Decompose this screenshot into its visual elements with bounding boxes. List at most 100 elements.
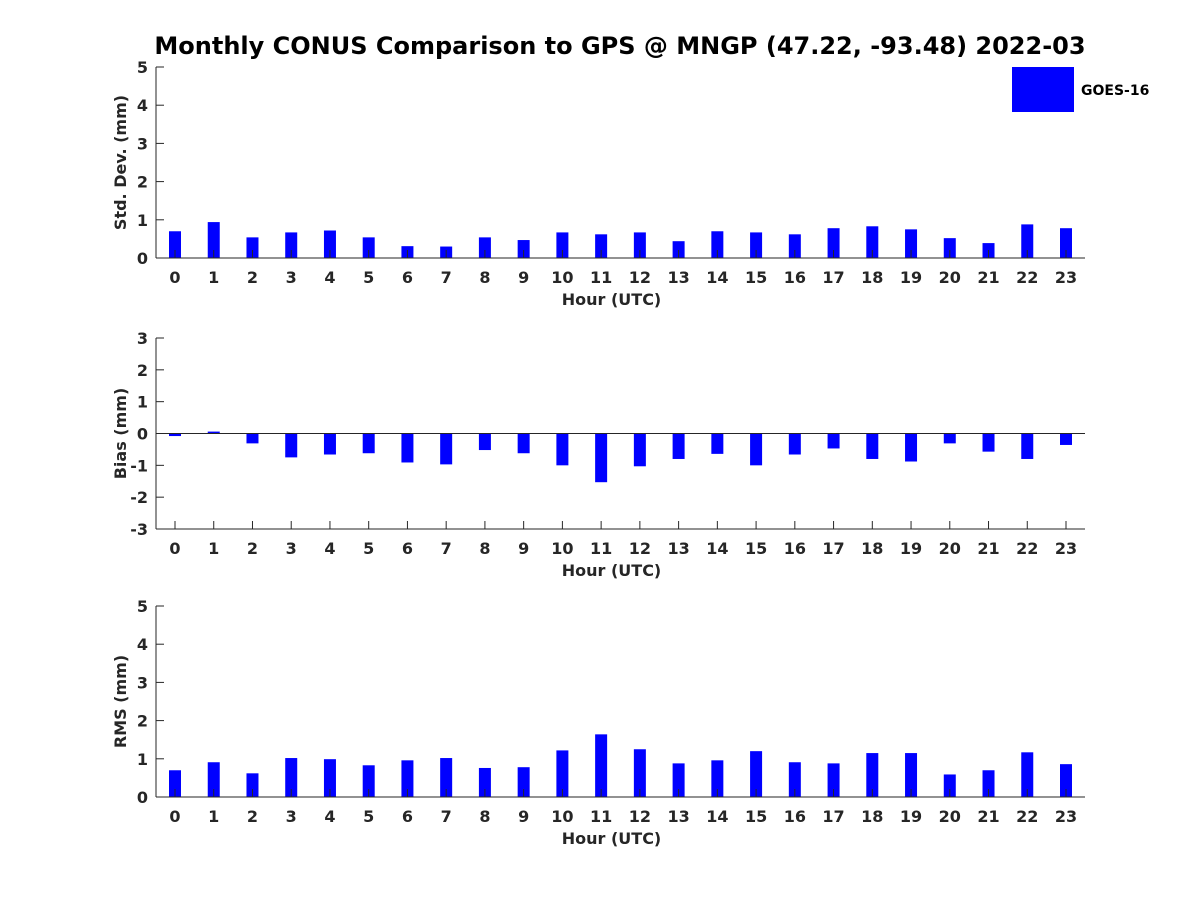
bar-panel3-hour-8: [478, 767, 491, 797]
y-tick-label: 3: [137, 134, 148, 153]
bar-panel3-hour-17: [827, 763, 840, 797]
y-tick-label: 5: [137, 58, 148, 77]
bar-panel3-hour-3: [285, 758, 298, 797]
x-tick-label: 16: [784, 268, 806, 287]
x-tick-label: 8: [479, 807, 490, 826]
bar-panel1-hour-8: [478, 237, 491, 258]
bar-panel2-hour-17: [827, 433, 840, 449]
x-tick-label: 22: [1016, 807, 1038, 826]
y-tick-label: 0: [137, 788, 148, 807]
x-tick-label: 15: [745, 539, 767, 558]
bar-panel1-hour-23: [1060, 228, 1072, 258]
bar-panel1-hour-3: [285, 232, 298, 258]
x-tick-label: 12: [629, 268, 651, 287]
x-tick-label: 13: [667, 539, 689, 558]
bar-panel3-hour-23: [1060, 764, 1072, 797]
x-tick-label: 17: [822, 539, 844, 558]
y-tick-label: 1: [137, 750, 148, 769]
bar-panel1-hour-14: [711, 231, 724, 258]
bar-panel2-hour-11: [595, 433, 608, 483]
x-tick-label: 12: [629, 539, 651, 558]
bar-panel2-hour-3: [285, 433, 298, 458]
x-tick-label: 10: [551, 807, 573, 826]
x-tick-label: 20: [939, 539, 961, 558]
bar-panel3-hour-16: [788, 762, 801, 797]
x-tick-label: 8: [479, 539, 490, 558]
y-axis-label: Std. Dev. (mm): [111, 95, 130, 230]
bar-panel1-hour-20: [943, 238, 956, 258]
bar-panel2-hour-15: [750, 433, 763, 466]
bar-panel2-hour-18: [866, 433, 879, 459]
x-tick-label: 9: [518, 539, 529, 558]
bar-panel2-hour-20: [943, 433, 956, 444]
bar-panel1-hour-16: [788, 234, 801, 258]
x-tick-label: 3: [286, 539, 297, 558]
x-tick-label: 16: [784, 807, 806, 826]
x-tick-label: 22: [1016, 539, 1038, 558]
legend-swatch-goes-16: [1012, 67, 1074, 112]
bar-panel3-hour-10: [556, 750, 569, 797]
bar-panel3-hour-21: [982, 770, 995, 797]
x-tick-label: 20: [939, 268, 961, 287]
x-tick-label: 22: [1016, 268, 1038, 287]
y-tick-label: -1: [130, 456, 148, 475]
x-tick-label: 3: [286, 268, 297, 287]
y-tick-label: 2: [137, 173, 148, 192]
bar-panel1-hour-15: [750, 232, 763, 258]
bar-panel3-hour-19: [905, 753, 918, 797]
x-tick-label: 5: [363, 539, 374, 558]
y-tick-label: 1: [137, 211, 148, 230]
bar-panel1-hour-12: [633, 232, 646, 258]
x-tick-label: 9: [518, 807, 529, 826]
x-tick-label: 21: [977, 539, 999, 558]
y-tick-label: 3: [137, 329, 148, 348]
bar-panel1-hour-4: [323, 230, 336, 258]
bar-panel2-hour-13: [672, 433, 685, 459]
bar-panel3-hour-7: [440, 758, 453, 797]
y-tick-label: 4: [137, 96, 148, 115]
bar-panel3-hour-5: [362, 765, 375, 797]
bar-panel2-hour-8: [478, 433, 491, 451]
bar-panel2-hour-0: [169, 433, 181, 437]
x-axis-label: Hour (UTC): [562, 290, 662, 309]
x-tick-label: 20: [939, 807, 961, 826]
bar-panel2-hour-10: [556, 433, 569, 466]
x-tick-label: 10: [551, 539, 573, 558]
x-tick-label: 21: [977, 268, 999, 287]
x-tick-label: 4: [324, 268, 335, 287]
bar-panel2-hour-23: [1060, 433, 1072, 445]
x-tick-label: 9: [518, 268, 529, 287]
bar-panel3-hour-12: [633, 749, 646, 797]
x-tick-label: 3: [286, 807, 297, 826]
x-tick-label: 23: [1055, 268, 1077, 287]
bar-panel3-hour-11: [595, 734, 608, 797]
x-tick-label: 17: [822, 268, 844, 287]
bar-panel1-hour-19: [905, 229, 918, 258]
x-tick-label: 18: [861, 807, 883, 826]
x-tick-label: 11: [590, 268, 612, 287]
x-tick-label: 0: [169, 807, 180, 826]
x-tick-label: 11: [590, 807, 612, 826]
x-tick-label: 2: [247, 268, 258, 287]
bar-panel3-hour-2: [246, 773, 259, 797]
y-tick-label: 1: [137, 393, 148, 412]
x-tick-label: 4: [324, 807, 335, 826]
y-tick-label: -2: [130, 488, 148, 507]
bar-panel2-hour-6: [401, 433, 414, 463]
legend-label-goes-16: GOES-16: [1081, 83, 1149, 99]
bar-panel3-hour-6: [401, 760, 414, 797]
x-tick-label: 21: [977, 807, 999, 826]
x-tick-label: 1: [208, 539, 219, 558]
bar-panel1-hour-17: [827, 228, 840, 258]
y-tick-label: 3: [137, 673, 148, 692]
bar-panel2-hour-7: [440, 433, 453, 465]
bar-panel2-hour-14: [711, 433, 724, 454]
x-tick-label: 7: [441, 539, 452, 558]
bar-panel3-hour-1: [207, 762, 220, 797]
y-tick-label: 4: [137, 635, 148, 654]
bar-panel2-hour-22: [1021, 433, 1034, 459]
bar-panel3-hour-9: [517, 767, 530, 797]
bar-panel2-hour-2: [246, 433, 259, 444]
